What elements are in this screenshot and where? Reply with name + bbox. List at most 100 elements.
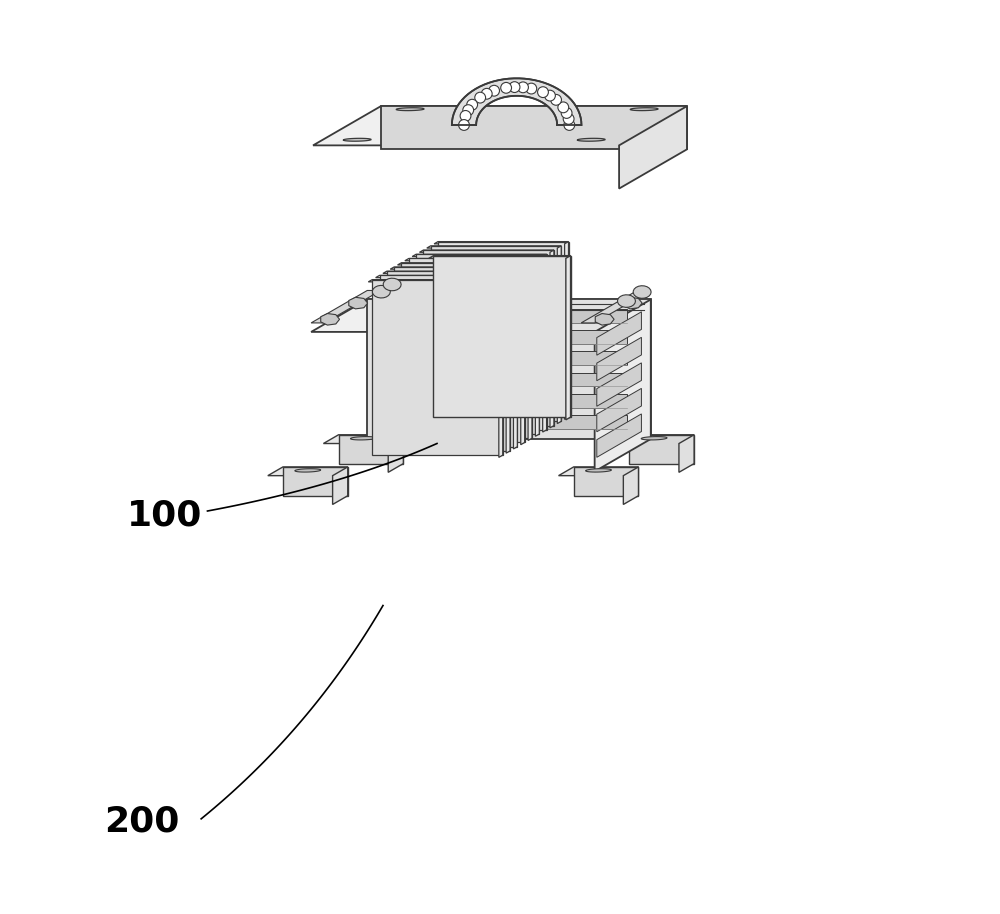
Polygon shape (521, 267, 525, 445)
Polygon shape (321, 314, 340, 325)
Text: 200: 200 (104, 804, 179, 838)
Polygon shape (368, 280, 503, 282)
Polygon shape (614, 435, 694, 443)
Polygon shape (595, 300, 651, 472)
Circle shape (459, 120, 469, 131)
Polygon shape (372, 280, 503, 455)
Circle shape (538, 87, 548, 98)
Polygon shape (566, 256, 571, 420)
Polygon shape (333, 467, 348, 505)
Polygon shape (595, 314, 614, 325)
Polygon shape (427, 246, 561, 248)
Polygon shape (535, 259, 539, 436)
Polygon shape (629, 435, 694, 463)
Polygon shape (401, 262, 532, 438)
Polygon shape (349, 297, 368, 309)
Polygon shape (597, 363, 641, 406)
Polygon shape (623, 467, 638, 505)
Polygon shape (394, 267, 525, 442)
Polygon shape (283, 467, 348, 495)
Circle shape (463, 105, 474, 115)
Polygon shape (311, 291, 381, 323)
Polygon shape (423, 250, 554, 426)
Polygon shape (506, 275, 510, 453)
Polygon shape (398, 262, 532, 265)
Polygon shape (389, 309, 627, 323)
Polygon shape (396, 108, 424, 111)
Polygon shape (339, 435, 403, 463)
Circle shape (501, 82, 512, 93)
Polygon shape (372, 285, 390, 298)
Polygon shape (383, 271, 517, 273)
Polygon shape (623, 297, 642, 309)
Polygon shape (380, 275, 510, 451)
Circle shape (564, 120, 575, 131)
Circle shape (475, 92, 486, 103)
Polygon shape (409, 259, 539, 434)
Polygon shape (390, 267, 525, 270)
Circle shape (518, 82, 528, 92)
Polygon shape (343, 138, 371, 141)
Polygon shape (543, 254, 547, 432)
Circle shape (563, 113, 574, 124)
Polygon shape (389, 415, 627, 429)
Polygon shape (431, 246, 561, 421)
Circle shape (509, 81, 520, 92)
Polygon shape (387, 271, 517, 447)
Circle shape (561, 108, 572, 119)
Polygon shape (513, 271, 517, 449)
Polygon shape (618, 295, 635, 307)
Polygon shape (581, 291, 651, 323)
Circle shape (526, 83, 537, 94)
Polygon shape (434, 241, 569, 244)
Polygon shape (557, 246, 561, 423)
Polygon shape (528, 262, 532, 441)
Polygon shape (633, 286, 651, 298)
Polygon shape (630, 108, 658, 111)
Polygon shape (550, 250, 554, 428)
Polygon shape (597, 414, 641, 457)
Polygon shape (619, 106, 687, 188)
Circle shape (551, 94, 561, 105)
Circle shape (489, 85, 499, 96)
Polygon shape (429, 256, 571, 259)
Polygon shape (405, 259, 539, 260)
Polygon shape (313, 106, 687, 145)
Polygon shape (367, 300, 651, 439)
Circle shape (481, 89, 492, 100)
Polygon shape (389, 394, 627, 408)
Polygon shape (577, 138, 605, 141)
Circle shape (460, 111, 471, 122)
Polygon shape (412, 254, 547, 257)
Polygon shape (419, 250, 554, 252)
Polygon shape (679, 435, 694, 473)
Polygon shape (350, 437, 376, 440)
Polygon shape (586, 469, 611, 472)
Polygon shape (376, 275, 510, 278)
Polygon shape (499, 280, 503, 457)
Polygon shape (565, 241, 569, 420)
Text: 100: 100 (126, 498, 202, 533)
Polygon shape (597, 388, 641, 431)
Polygon shape (452, 79, 581, 125)
Polygon shape (389, 351, 627, 366)
Polygon shape (389, 330, 627, 345)
Polygon shape (438, 241, 569, 417)
Polygon shape (433, 256, 571, 417)
Polygon shape (388, 435, 403, 473)
Polygon shape (381, 106, 687, 149)
Polygon shape (268, 467, 348, 475)
Circle shape (545, 90, 555, 101)
Polygon shape (574, 467, 638, 495)
Polygon shape (383, 278, 401, 291)
Polygon shape (295, 469, 321, 472)
Circle shape (558, 102, 569, 112)
Circle shape (467, 100, 478, 110)
Polygon shape (597, 337, 641, 381)
Polygon shape (323, 435, 403, 443)
Polygon shape (597, 312, 641, 356)
Polygon shape (311, 300, 651, 332)
Polygon shape (389, 373, 627, 387)
Polygon shape (641, 437, 667, 440)
Polygon shape (416, 254, 547, 430)
